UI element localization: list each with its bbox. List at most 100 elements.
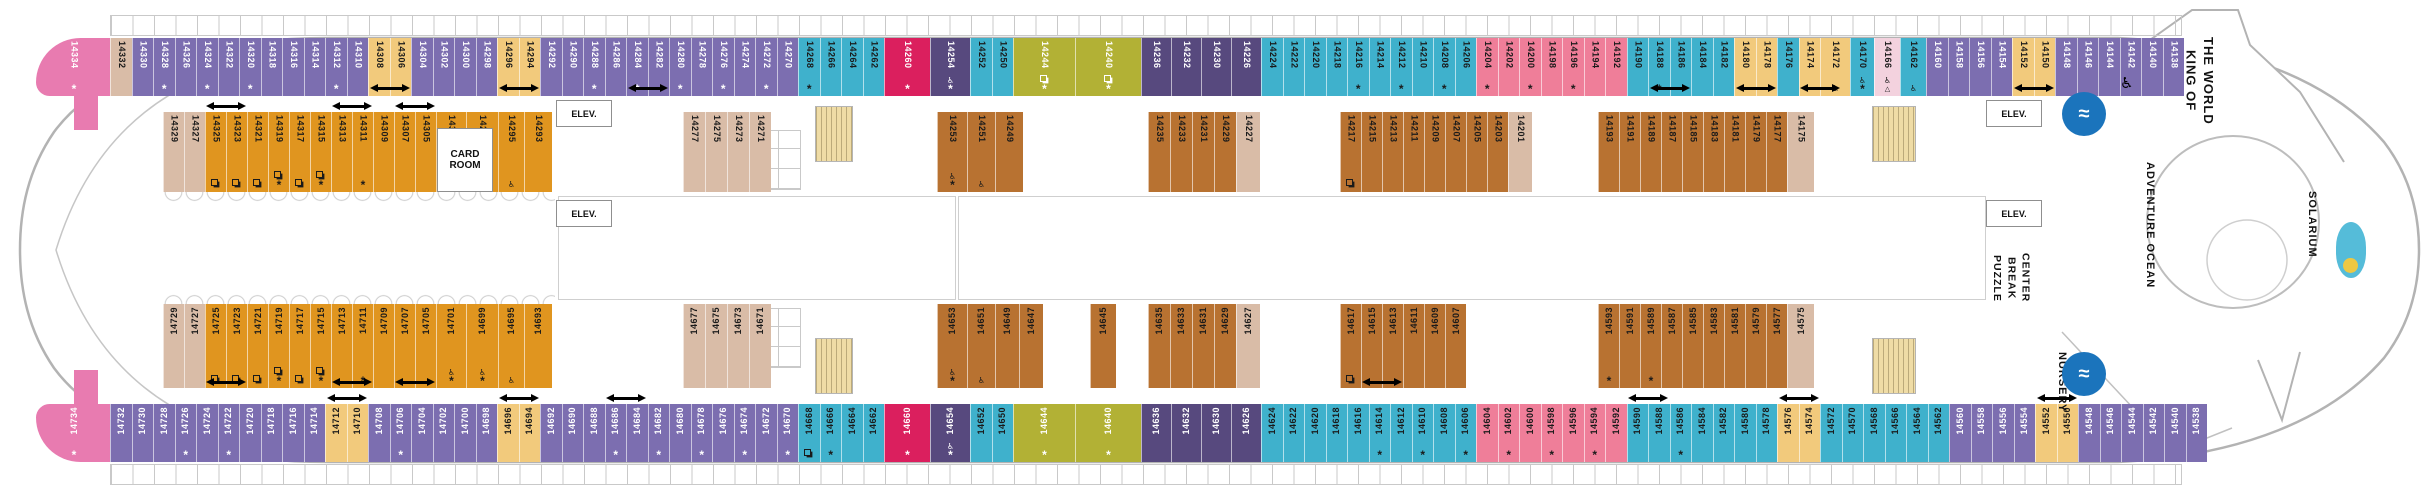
cabin: 14591 <box>1619 304 1640 388</box>
accessible-icon: ♿ <box>946 76 955 86</box>
cabin: 14725 <box>205 304 226 388</box>
cabin: 14645 <box>1090 304 1116 388</box>
cabin-number: 14140 <box>2147 41 2158 69</box>
cabin: 14604 <box>1476 404 1498 462</box>
cabin: 14309 <box>373 112 394 192</box>
cabin-number: 14690 <box>567 407 578 435</box>
cabin: 14670 * <box>776 404 798 462</box>
cabin-number: 14201 <box>1516 115 1526 143</box>
cabin-number: 14320 <box>245 41 256 69</box>
cabin: 14264 <box>841 38 863 96</box>
cabin-number: 14640 <box>1103 407 1113 435</box>
cabin-number: 14216 <box>1353 41 1364 69</box>
cabin-number: 14209 <box>1430 115 1441 143</box>
cabin-number: 14712 <box>330 407 341 435</box>
cabin: 14304 <box>411 38 433 96</box>
cabin: 14294 <box>518 38 540 96</box>
cabin-number: 14650 <box>997 407 1008 435</box>
cabin-number: 14544 <box>2126 407 2137 435</box>
cabin: 14315 * <box>310 112 331 192</box>
sofa-bed-icon <box>232 179 239 186</box>
sofa-bed-icon <box>274 367 281 375</box>
connecting-rooms-arrow-icon <box>1735 84 1776 92</box>
cabin-number: 14206 <box>1461 41 1472 69</box>
king-of-the-world-label: KING OF THE WORLD <box>2183 37 2217 125</box>
sofa-bed-icon <box>295 375 302 382</box>
cabin-number: 14192 <box>1611 41 1622 69</box>
cabin: 14308 <box>368 38 390 96</box>
cabin-number: 14325 <box>211 115 222 143</box>
cabin: 14675 <box>705 304 727 388</box>
cabin-number: 14592 <box>1610 407 1621 435</box>
cabin: 14562 <box>1927 404 1949 462</box>
elevator-label: ELEV. <box>571 108 597 119</box>
cabin-number: 14714 <box>309 407 320 435</box>
accessible-icon: ♿ <box>946 442 955 452</box>
cabin-number: 14705 <box>420 307 431 335</box>
cabin: 14714 <box>303 404 325 462</box>
cabin: 14215 <box>1361 112 1382 192</box>
cabin-number: 14662 <box>868 407 879 435</box>
cabin-number: 14227 <box>1244 115 1254 143</box>
cabin-number: 14210 <box>1418 41 1429 69</box>
cabin: 14231 <box>1192 112 1214 192</box>
elevator-label: ELEV. <box>2001 208 2027 219</box>
elevator-bank: ELEV. <box>1986 100 2042 127</box>
cabin: 14240 * <box>1075 38 1141 96</box>
cabin: 14273 <box>727 112 749 192</box>
scallop-balconies-top <box>163 192 555 203</box>
cabin-number: 14249 <box>1005 115 1015 143</box>
triangle-tag: △ <box>1884 86 1891 93</box>
cabin-number: 14587 <box>1666 307 1677 335</box>
star-tag: * <box>950 374 955 389</box>
cabin: 14232 <box>1171 38 1201 96</box>
cabin: 14715 * <box>310 304 331 388</box>
cabin-number: 14233 <box>1177 115 1187 143</box>
cabin-number: 14323 <box>232 115 243 143</box>
cabin-number: 14236 <box>1152 41 1162 69</box>
cabin-number: 14213 <box>1388 115 1399 143</box>
cabin-number: 14556 <box>1997 407 2008 435</box>
cabin: 14276 * <box>712 38 734 96</box>
cabin: 14717 <box>289 304 310 388</box>
cabin-number: 14660 <box>902 407 912 435</box>
cabin-number: 14704 <box>416 407 427 435</box>
cabin-number: 14203 <box>1493 115 1504 143</box>
cabin-number: 14614 <box>1374 407 1385 435</box>
cabin: 14718 <box>260 404 282 462</box>
cabin-number: 14585 <box>1687 307 1698 335</box>
cabin: 14693 <box>524 304 552 388</box>
cabin: 14727 <box>184 304 205 388</box>
cabin: 14229 <box>1214 112 1236 192</box>
cabin: 14616 <box>1347 404 1369 462</box>
cabin: 14192 <box>1605 38 1627 96</box>
cabin: 14211 <box>1403 112 1424 192</box>
cabin-number: 14719 <box>273 307 284 335</box>
cabin: 14227 <box>1236 112 1260 192</box>
cabin-number: 14190 <box>1633 41 1644 69</box>
cabin-number: 14162 <box>1909 41 1919 69</box>
sofa-bed-icon <box>1346 179 1353 186</box>
cabin-number: 14608 <box>1438 407 1449 435</box>
cabin: 14272 * <box>755 38 777 96</box>
cabin: 14196 * <box>1562 38 1584 96</box>
cabin-number: 14313 <box>337 115 348 143</box>
cabin: 14721 <box>247 304 268 388</box>
cabin-number: 14330 <box>138 41 149 69</box>
cabin: 14293 <box>524 112 552 192</box>
cabin: 14649 <box>995 304 1019 388</box>
cabin: 14328 * <box>153 38 175 96</box>
cabin-number: 14286 <box>611 41 622 69</box>
connecting-rooms-arrow-icon <box>326 394 367 402</box>
cabin: 14206 <box>1454 38 1476 96</box>
cabin-number: 14278 <box>697 41 708 69</box>
cabin-number: 14620 <box>1309 407 1320 435</box>
cabin-number: 14284 <box>632 41 643 69</box>
cabin: 14734 * <box>36 404 112 462</box>
cabin-number: 14211 <box>1409 115 1420 143</box>
cabin-number: 14244 <box>1040 41 1050 69</box>
cabin-number: 14602 <box>1503 407 1514 435</box>
cabin: 14202 <box>1497 38 1519 96</box>
cabin: 14180 <box>1734 38 1756 96</box>
cabin-number: 14268 <box>804 41 815 69</box>
